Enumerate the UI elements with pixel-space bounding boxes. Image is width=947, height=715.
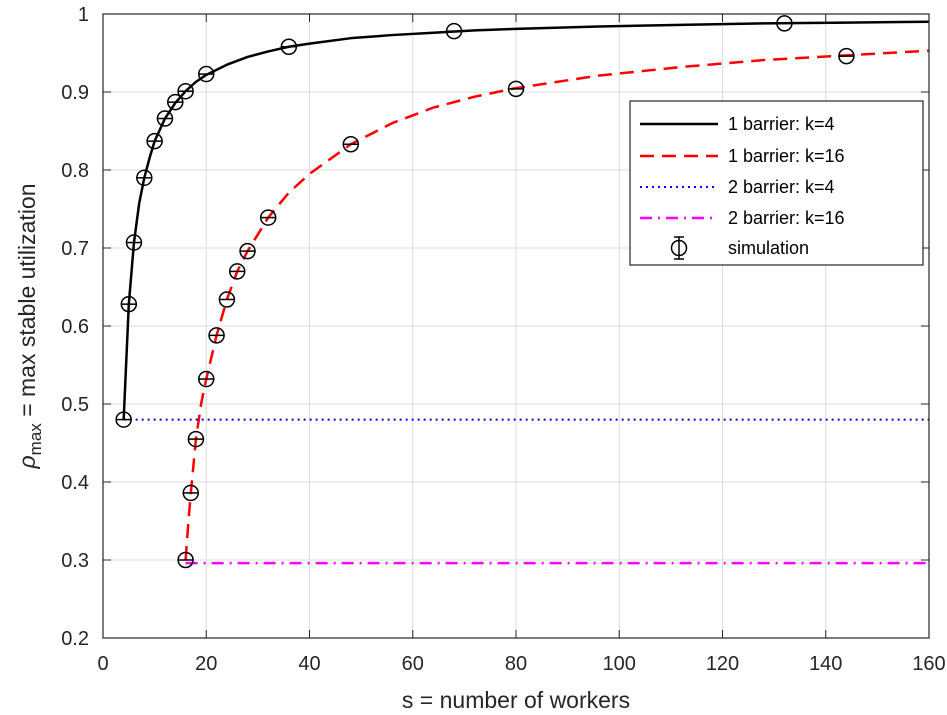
series-line-2: [184, 49, 930, 561]
y-tick-label: 0.2: [61, 628, 89, 650]
tick-labels: 0 20 40 60 80 100 120 140 160 0.2 0.3 0.4 0.5 0.6 0.7 0…: [61, 4, 946, 675]
y-tick-label: 0.8: [61, 160, 89, 182]
legend-label-1: 1 barrier: k=4: [728, 114, 835, 134]
y-tick-label: 0.4: [61, 472, 89, 494]
y-axis-label: ρmax = max stable utilization: [14, 183, 45, 469]
y-tick-label: 0.3: [61, 550, 89, 572]
legend-label-2: 1 barrier: k=16: [728, 146, 845, 166]
legend-label-3: 2 barrier: k=4: [728, 177, 835, 197]
y-axis-label-subscript: max: [26, 423, 45, 456]
x-tick-label: 100: [603, 653, 636, 675]
x-tick-label: 120: [706, 653, 739, 675]
simulation-markers: [115, 15, 855, 569]
y-axis-label-text: = max stable utilization: [14, 183, 40, 423]
legend-label-4: 2 barrier: k=16: [728, 208, 845, 228]
x-tick-label: 140: [809, 653, 842, 675]
y-tick-label: 1: [78, 4, 89, 26]
x-tick-label: 60: [402, 653, 424, 675]
y-tick-label: 0.5: [61, 394, 89, 416]
legend: 1 barrier: k=4 1 barrier: k=16 2 barrier: …: [629, 100, 924, 266]
series-group: [122, 20, 930, 565]
ticks: [102, 13, 930, 639]
legend-label-simulation: simulation: [728, 238, 809, 258]
svg-text:ρmax = max stable utilization: ρmax = max stable utilization: [14, 183, 45, 469]
x-tick-label: 80: [505, 653, 527, 675]
legend-marker-circle: [670, 239, 688, 257]
x-axis-label: s = number of workers: [402, 687, 630, 713]
x-tick-label: 0: [97, 653, 108, 675]
x-tick-label: 40: [298, 653, 320, 675]
x-tick-label: 20: [195, 653, 217, 675]
x-tick-label: 160: [912, 653, 945, 675]
y-tick-label: 0.9: [61, 82, 89, 104]
y-tick-label: 0.6: [61, 316, 89, 338]
y-axis-label-symbol: ρ: [14, 455, 40, 469]
y-tick-label: 0.7: [61, 238, 89, 260]
series-line-1: [122, 20, 930, 420]
